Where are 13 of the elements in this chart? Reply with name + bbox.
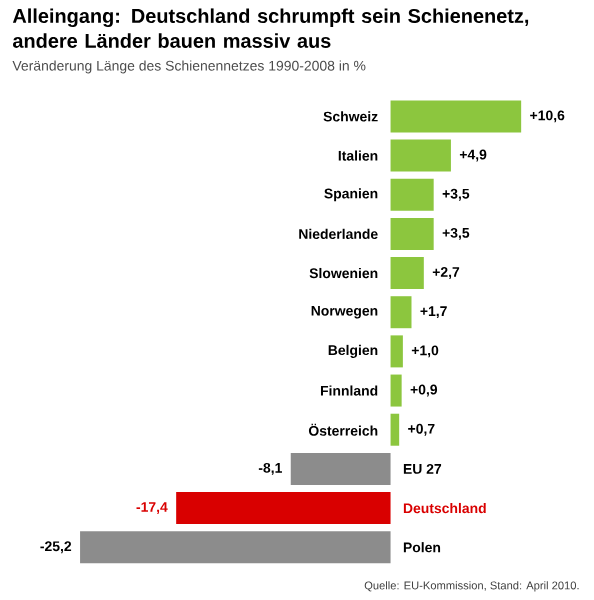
bar bbox=[390, 178, 434, 211]
bar bbox=[390, 296, 412, 329]
bar bbox=[290, 452, 391, 485]
bar bbox=[176, 492, 391, 525]
bar bbox=[80, 531, 391, 564]
bar bbox=[390, 257, 424, 290]
bar bbox=[390, 139, 451, 172]
bar bbox=[390, 335, 403, 368]
bar bbox=[390, 413, 400, 446]
bar bbox=[390, 217, 434, 250]
bar bbox=[390, 374, 402, 407]
bar bbox=[390, 100, 522, 133]
chart-title: Alleingang: Deutschland schrumpft sein Schienenetz, andere Länder bauen massiv aus bbox=[12, 8, 529, 48]
